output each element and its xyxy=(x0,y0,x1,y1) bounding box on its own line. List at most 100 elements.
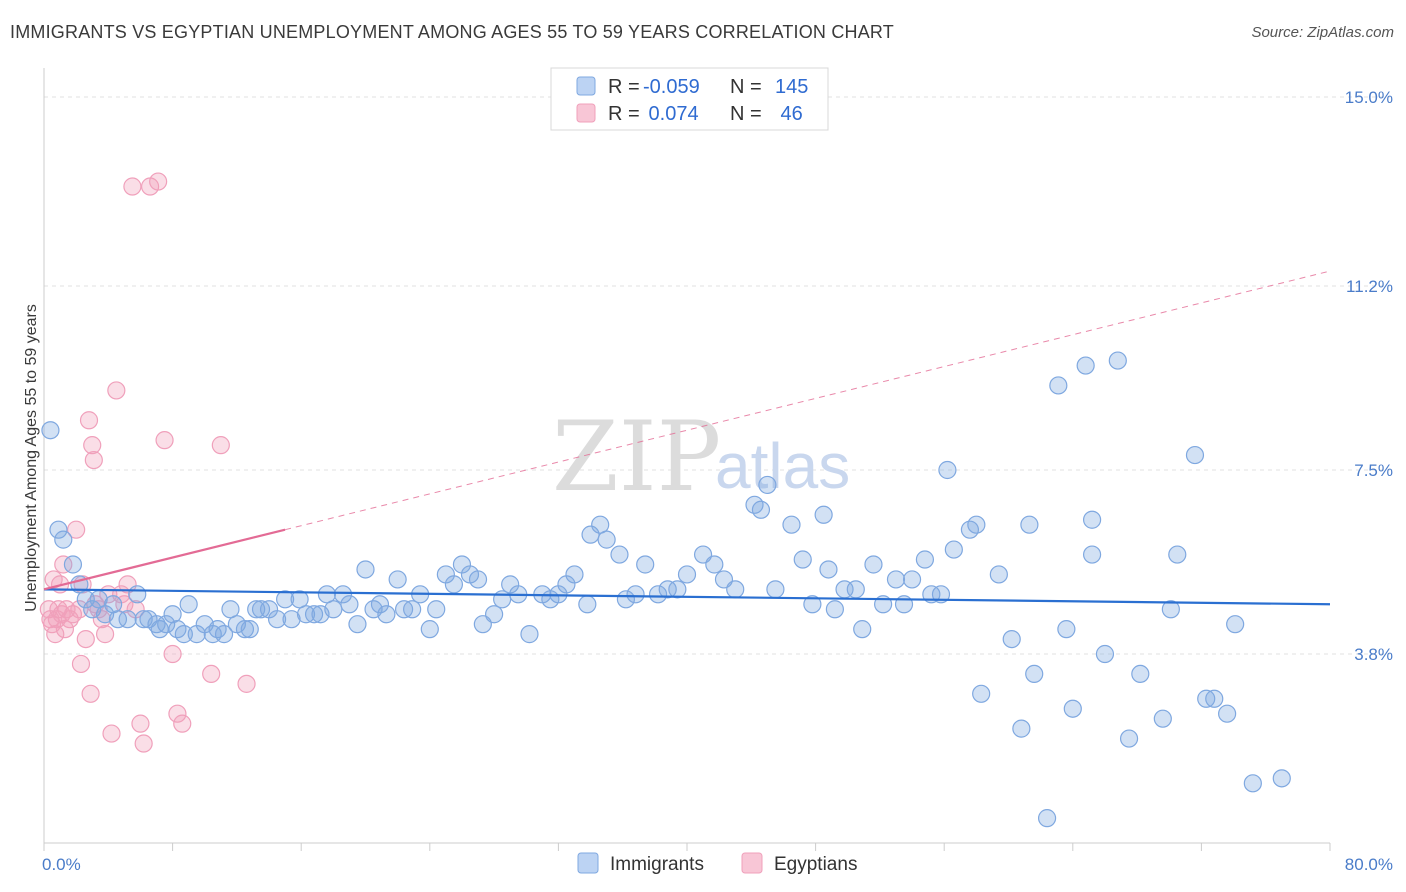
series-swatch-immigrants xyxy=(577,852,599,874)
gridlines xyxy=(44,96,1390,655)
y-tick-label: 11.2% xyxy=(1346,277,1393,296)
egyptians-point xyxy=(102,724,121,743)
immigrants-point xyxy=(1218,704,1237,723)
egyptians-trend-extension xyxy=(285,270,1331,531)
y-tick-label: 7.5% xyxy=(1354,461,1393,480)
immigrants-point xyxy=(157,615,176,634)
immigrants-point xyxy=(1168,545,1187,564)
immigrants-point xyxy=(276,590,295,609)
immigrants-point xyxy=(578,595,597,614)
watermark-atlas: atlas xyxy=(715,430,850,502)
immigrants-point xyxy=(944,540,963,559)
immigrants-point xyxy=(972,684,991,703)
immigrants-point xyxy=(1108,351,1127,370)
egyptians-point xyxy=(54,555,73,574)
immigrants-point xyxy=(610,545,629,564)
egyptians-point xyxy=(173,714,192,733)
immigrants-point xyxy=(1063,699,1082,718)
immigrants-point xyxy=(668,580,687,599)
immigrants-point xyxy=(118,610,137,629)
immigrants-point xyxy=(793,550,812,569)
immigrants-point xyxy=(1076,356,1095,375)
legend-r-label: R = xyxy=(608,76,640,98)
axes xyxy=(43,68,1331,851)
immigrants-point xyxy=(782,515,801,534)
egyptians-point xyxy=(237,674,256,693)
immigrants-point xyxy=(388,570,407,589)
immigrants-point xyxy=(1057,620,1076,639)
series-legend: Immigrants Egyptians xyxy=(577,852,857,875)
legend-n-label: N = xyxy=(730,103,762,125)
immigrants-point xyxy=(751,500,771,519)
legend-r-label: R = xyxy=(608,103,640,125)
immigrants-point xyxy=(427,600,446,619)
immigrants-point xyxy=(1020,515,1039,534)
egyptians-point xyxy=(76,629,95,649)
egyptians-point xyxy=(163,644,182,664)
immigrants-point xyxy=(931,585,951,604)
immigrants-point xyxy=(967,515,986,534)
immigrants-point xyxy=(1049,376,1068,395)
immigrants-point xyxy=(267,610,287,629)
legend-swatch-immigrants xyxy=(576,76,596,96)
egyptians-point xyxy=(81,684,100,703)
immigrants-point xyxy=(41,421,60,440)
series-swatch-egyptians xyxy=(741,852,763,874)
immigrants-point xyxy=(304,605,324,624)
immigrants-point xyxy=(247,600,266,619)
immigrants-point xyxy=(803,595,822,614)
egyptians-point xyxy=(118,575,137,594)
immigrants-point xyxy=(485,605,504,624)
immigrants-point xyxy=(377,605,396,624)
trend-lines xyxy=(43,270,1331,606)
immigrants-point xyxy=(147,615,166,634)
y-tick-label: 15.0% xyxy=(1345,88,1393,107)
immigrants-point xyxy=(1119,729,1139,748)
egyptians-point xyxy=(84,450,103,470)
correlation-legend: R = -0.059 N = 145 R = 0.074 N = 46 xyxy=(550,67,829,131)
immigrants-point xyxy=(520,625,539,644)
egyptians-points xyxy=(39,172,256,753)
immigrants-point xyxy=(340,595,359,614)
egyptians-point xyxy=(46,625,65,644)
legend-r-value: -0.059 xyxy=(643,76,700,98)
immigrants-point xyxy=(864,555,883,574)
immigrants-point xyxy=(240,620,259,639)
immigrants-point xyxy=(1243,774,1262,793)
immigrants-point xyxy=(938,460,957,480)
immigrants-point xyxy=(282,610,301,629)
immigrants-point xyxy=(658,580,677,599)
watermark-zip: ZIP xyxy=(552,401,721,513)
immigrants-point xyxy=(814,505,833,524)
immigrants-point xyxy=(846,580,865,599)
egyptians-point xyxy=(55,620,74,639)
immigrants-point xyxy=(902,570,922,589)
immigrants-point xyxy=(1082,510,1102,529)
immigrants-point xyxy=(636,555,655,574)
egyptians-trend-line xyxy=(43,528,286,591)
egyptians-point xyxy=(123,177,142,196)
immigrants-point xyxy=(766,580,785,599)
immigrants-point xyxy=(1095,644,1115,664)
immigrants-point xyxy=(468,570,488,589)
egyptians-point xyxy=(134,734,153,753)
legend-n-label: N = xyxy=(730,76,762,98)
egyptians-point xyxy=(131,714,150,733)
immigrants-point xyxy=(1161,600,1180,619)
egyptians-point xyxy=(67,520,86,539)
immigrants-point xyxy=(1205,689,1224,708)
egyptians-point xyxy=(202,664,221,684)
immigrants-point xyxy=(1012,719,1031,738)
egyptians-point xyxy=(95,625,115,644)
y-tick-labels: 3.8% 7.5% 11.2% 15.0% xyxy=(1345,88,1393,664)
immigrants-point xyxy=(648,585,668,604)
immigrants-point xyxy=(819,560,838,579)
immigrants-point xyxy=(1082,545,1102,564)
egyptians-point xyxy=(71,654,91,674)
immigrants-point xyxy=(493,590,512,609)
immigrants-point xyxy=(49,520,68,539)
series-label-egyptians: Egyptians xyxy=(774,854,857,875)
immigrants-point xyxy=(1226,615,1245,634)
immigrants-point xyxy=(825,600,844,619)
